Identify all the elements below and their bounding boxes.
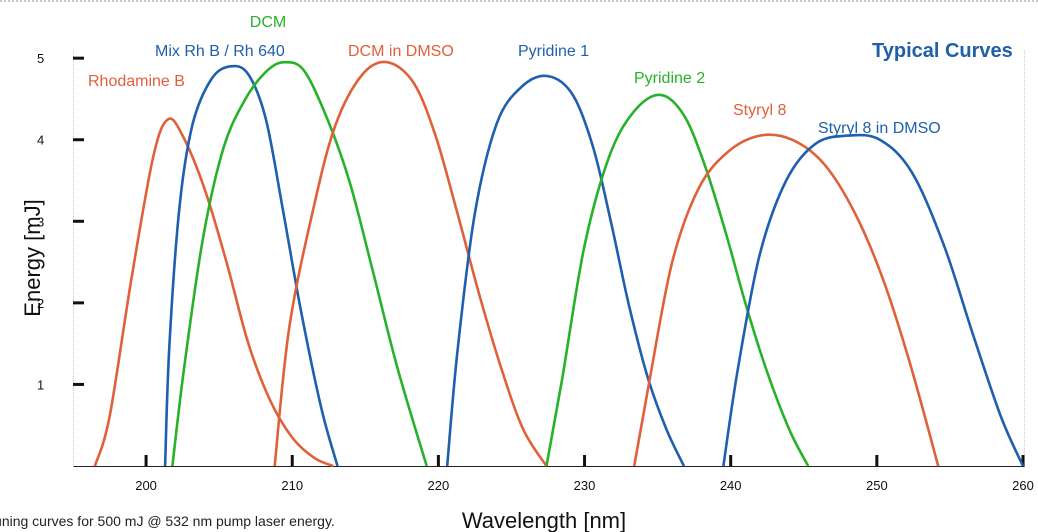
x-tick-label: 210 <box>281 478 303 493</box>
series-line <box>445 74 686 467</box>
x-tick-label: 240 <box>720 478 742 493</box>
series-line <box>93 117 334 468</box>
caption-text: Tuning curves for 500 mJ @ 532 nm pump l… <box>0 513 335 529</box>
x-tick-label: 250 <box>866 478 888 493</box>
series-label: Pyridine 2 <box>634 70 705 87</box>
y-tick-label: 5 <box>37 51 44 66</box>
x-axis-title: Wavelength [nm] <box>462 508 626 532</box>
x-tick-label: 220 <box>428 478 450 493</box>
y-tick-label: 3 <box>37 214 44 229</box>
x-tick-label: 230 <box>574 478 596 493</box>
series-line <box>163 64 339 467</box>
series-label: Pyridine 1 <box>518 43 589 60</box>
axes: 1 2 3 4 5 200 210 220 230 240 250 260 Wavelength [nm… <box>20 51 1034 532</box>
series-line <box>545 93 810 467</box>
y-tick-label: 2 <box>37 296 44 311</box>
y-axis-title: Energy [mJ] <box>20 199 45 316</box>
y-tick-label: 4 <box>37 133 44 148</box>
series-line <box>632 133 940 467</box>
series-label: Rhodamine B <box>88 73 185 90</box>
x-tick-label: 200 <box>135 478 157 493</box>
top-dotted-border <box>0 0 1038 2</box>
series-line <box>722 133 1025 467</box>
series-label: Styryl 8 <box>733 102 786 119</box>
y-tick-label: 1 <box>37 377 44 392</box>
series-line <box>171 60 428 467</box>
series-label: Styryl 8 in DMSO <box>818 120 941 137</box>
series-labels: Rhodamine B Mix Rh B / Rh 640 DCM DCM in DM… <box>88 14 941 137</box>
series-label: DCM <box>250 14 286 31</box>
series-label: DCM in DMSO <box>348 43 454 60</box>
chart-title: Typical Curves <box>872 40 1013 62</box>
series-label: Mix Rh B / Rh 640 <box>155 43 285 60</box>
plot-area-frame <box>73 50 1025 467</box>
figure-caption: Tuning curves for 500 mJ @ 532 nm pump l… <box>0 513 349 529</box>
series-line <box>273 60 548 467</box>
x-tick-label: 260 <box>1012 478 1034 493</box>
series-lines <box>93 60 1025 468</box>
